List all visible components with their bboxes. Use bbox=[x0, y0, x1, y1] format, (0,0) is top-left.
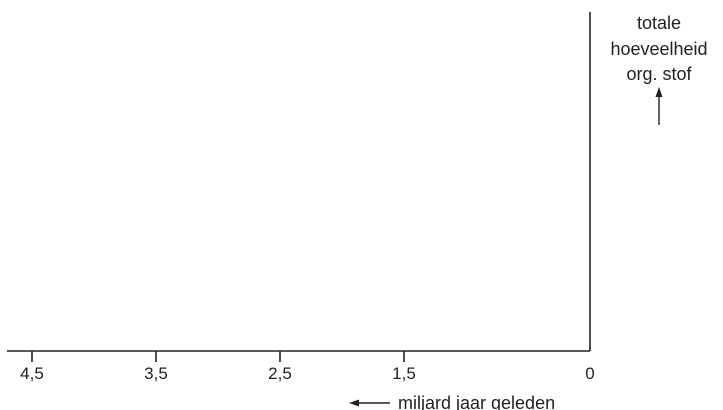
y-axis-title: totale hoeveelheid org. stof bbox=[610, 13, 708, 125]
x-tick-label: 4,5 bbox=[20, 364, 44, 383]
x-axis-title: miljard jaar geleden bbox=[349, 393, 555, 410]
x-tick-label: 3,5 bbox=[144, 364, 168, 383]
x-tick-label: 0 bbox=[585, 364, 594, 383]
x-axis-title-text: miljard jaar geleden bbox=[398, 393, 555, 410]
y-axis-title-line-1: totale bbox=[637, 13, 681, 33]
up-arrow-icon bbox=[655, 87, 663, 125]
x-tick-label: 1,5 bbox=[392, 364, 416, 383]
left-arrow-icon bbox=[349, 399, 390, 407]
y-axis-title-line-3: org. stof bbox=[626, 64, 692, 84]
x-tick-label: 2,5 bbox=[268, 364, 292, 383]
y-axis-title-line-2: hoeveelheid bbox=[610, 39, 707, 59]
x-tick-group: 4,5 3,5 2,5 1,5 0 bbox=[20, 351, 595, 383]
